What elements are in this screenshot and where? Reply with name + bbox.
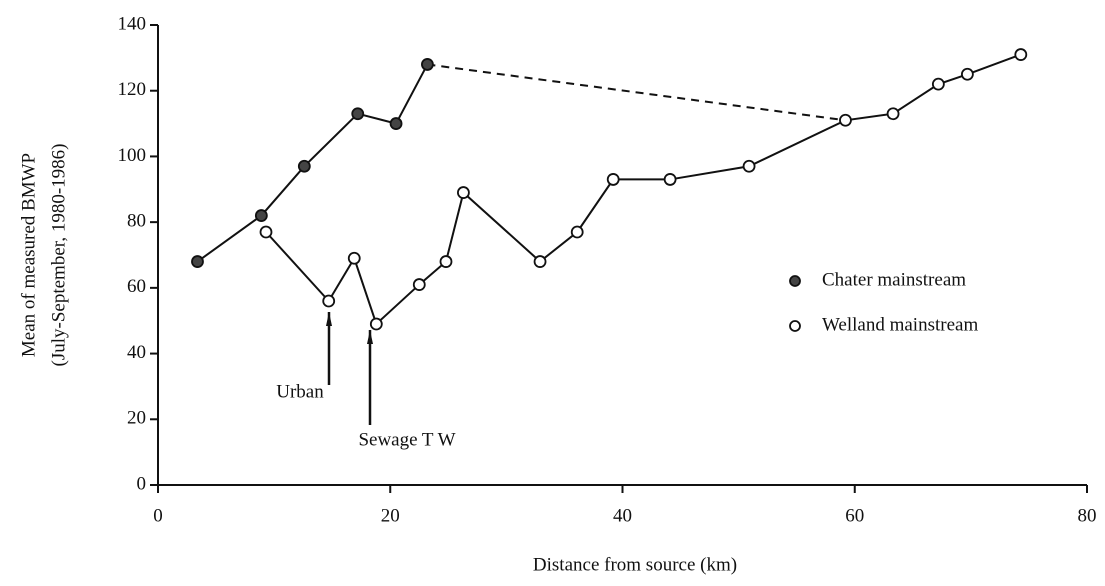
y-tick-label: 60 [127, 276, 146, 297]
x-tick-label: 80 [1078, 505, 1097, 526]
x-tick-label: 20 [381, 505, 400, 526]
y-tick-label: 100 [118, 145, 147, 166]
y-tick-label: 0 [137, 473, 147, 494]
point [297, 159, 311, 173]
point [254, 209, 268, 222]
point [412, 278, 426, 291]
point [347, 251, 361, 265]
annotation: Urban [276, 381, 324, 402]
y-axis-label: Mean of measured BMWP [18, 153, 39, 357]
y-tick-label: 120 [118, 79, 147, 100]
legend-marker [789, 275, 801, 287]
point [839, 113, 852, 127]
point [421, 58, 434, 71]
point [606, 173, 620, 186]
point [570, 225, 584, 239]
arrow-head [367, 330, 373, 344]
x-axis-label: Distance from source (km) [533, 554, 737, 575]
legend-label: Welland mainstream [822, 314, 978, 335]
y-tick-label: 40 [127, 342, 146, 363]
y-tick-label: 140 [118, 13, 147, 34]
point [533, 255, 547, 268]
point [1014, 48, 1028, 61]
point [960, 67, 974, 81]
y-tick-label: 20 [127, 408, 146, 429]
legend-marker [789, 320, 801, 332]
y-tick-label: 80 [127, 211, 146, 232]
point [351, 107, 365, 121]
y-axis-label: (July-September, 1980-1986) [48, 144, 69, 367]
x-tick-label: 0 [153, 505, 163, 526]
point [191, 255, 204, 268]
point [322, 294, 336, 308]
point [886, 107, 900, 121]
annotation: Sewage T W [358, 429, 455, 450]
point [663, 173, 677, 186]
legend-label: Chater mainstream [822, 269, 966, 290]
series-line [196, 63, 429, 263]
point [439, 255, 453, 268]
x-tick-label: 60 [845, 505, 864, 526]
link-line [427, 63, 846, 122]
arrow-head [326, 312, 332, 326]
x-tick-label: 40 [613, 505, 632, 526]
point [457, 186, 470, 199]
point [389, 117, 403, 130]
point [742, 159, 756, 173]
point [259, 225, 273, 239]
point [369, 317, 383, 331]
point [931, 77, 945, 91]
